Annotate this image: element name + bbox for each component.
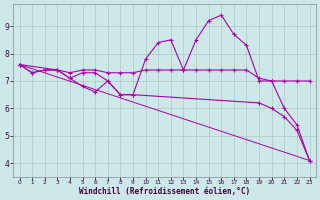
X-axis label: Windchill (Refroidissement éolien,°C): Windchill (Refroidissement éolien,°C)	[79, 187, 250, 196]
